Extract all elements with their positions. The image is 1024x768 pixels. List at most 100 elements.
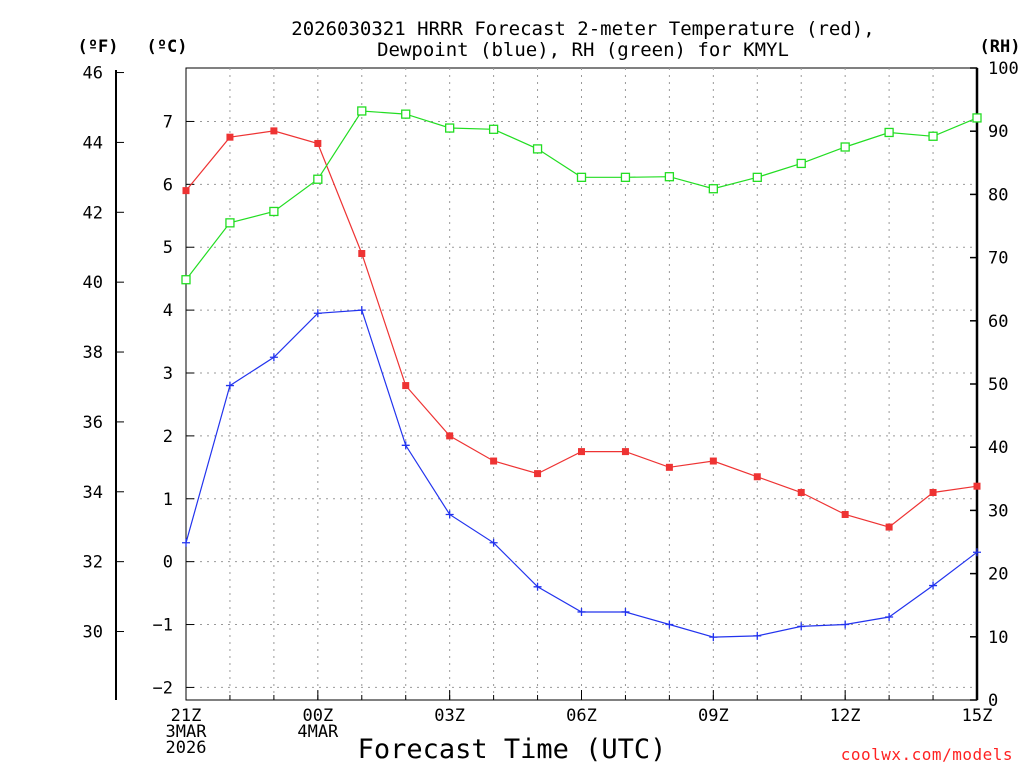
rh-point: [972, 113, 982, 123]
dewpoint-point: [489, 538, 498, 547]
dewpoint-point: [313, 309, 322, 318]
x-tick-label: 2026: [166, 738, 207, 758]
fahrenheit-tick-label: 44: [83, 133, 103, 153]
rh-point: [796, 158, 806, 169]
fahrenheit-tick-label: 38: [83, 343, 103, 363]
temperature-point: [490, 457, 498, 465]
x-tick-label: 12Z: [830, 706, 861, 726]
dewpoint-point: [225, 381, 234, 390]
rh-tick-label: 0: [988, 691, 998, 711]
x-tick-label: 06Z: [566, 706, 597, 726]
rh-tick-label: 10: [988, 628, 1008, 648]
rh-tick-label: 100: [988, 59, 1019, 79]
rh-point: [401, 109, 411, 119]
temperature-point: [534, 470, 542, 478]
dewpoint-point: [753, 631, 762, 640]
temperature-point: [314, 139, 322, 147]
grid: [186, 68, 977, 700]
rh-point: [181, 275, 191, 285]
rh-point: [752, 172, 762, 182]
temperature-point: [446, 432, 454, 440]
x-tick-label: 15Z: [962, 706, 993, 726]
temperature-point: [665, 463, 673, 471]
x-tick-label: 3MAR: [166, 722, 208, 742]
fahrenheit-tick-label: 34: [83, 483, 103, 503]
temperature-point: [578, 448, 585, 456]
rh-point: [664, 172, 675, 182]
temperature-point: [621, 448, 629, 456]
dewpoint-point: [621, 607, 630, 616]
temperature-point: [358, 250, 366, 258]
axes: −2−1012345673032343638404244460102030405…: [83, 59, 1019, 758]
celsius-tick-label: −1: [153, 616, 173, 636]
dewpoint-point: [445, 510, 454, 519]
dewpoint-point: [401, 441, 410, 450]
celsius-tick-label: 6: [163, 175, 173, 195]
temperature-point: [973, 482, 981, 490]
celsius-tick-label: 4: [163, 301, 173, 321]
rh-point: [445, 123, 455, 133]
temperature-point: [929, 488, 937, 496]
temperature-point: [226, 133, 234, 141]
celsius-tick-label: 0: [163, 553, 173, 573]
temperature-point: [402, 382, 410, 390]
rh-tick-label: 20: [988, 565, 1008, 585]
x-tick-label: 03Z: [434, 706, 465, 726]
dewpoint-line: [185, 309, 978, 638]
temperature-point: [182, 187, 190, 195]
temperature-point: [841, 510, 849, 518]
fahrenheit-tick-label: 36: [83, 413, 103, 433]
fahrenheit-unit-label: (ºF): [78, 37, 119, 57]
dewpoint-point: [533, 582, 542, 591]
rh-tick-label: 80: [988, 185, 1008, 205]
celsius-tick-label: 2: [163, 427, 173, 447]
dewpoint-point: [885, 612, 894, 621]
celsius-tick-label: 1: [163, 490, 173, 510]
dewpoint-point: [182, 538, 190, 547]
series: [181, 106, 982, 642]
rh-point: [225, 218, 235, 228]
rh-point: [313, 174, 323, 184]
rh-point: [488, 124, 499, 134]
fahrenheit-tick-label: 32: [83, 553, 103, 573]
rh-unit-label: (RH): [980, 37, 1021, 57]
chart-title-line2: Dewpoint (blue), RH (green) for KMYL: [377, 39, 789, 61]
fahrenheit-tick-label: 42: [83, 203, 103, 223]
fahrenheit-tick-label: 30: [83, 623, 103, 643]
x-tick-label: 00Z: [302, 706, 333, 726]
rh-tick-label: 50: [988, 375, 1008, 395]
temperature-point: [709, 457, 717, 465]
celsius-tick-label: 7: [163, 112, 173, 132]
rh-tick-label: 70: [988, 249, 1008, 269]
celsius-unit-label: (ºC): [147, 37, 188, 57]
dewpoint-point: [973, 548, 981, 557]
x-tick-label: 21Z: [171, 706, 202, 726]
rh-point: [928, 131, 938, 141]
dewpoint-point: [841, 620, 850, 629]
x-tick-label: 09Z: [698, 706, 729, 726]
dewpoint-point: [709, 633, 718, 642]
x-axis-label: Forecast Time (UTC): [358, 734, 667, 765]
rh-point: [708, 184, 718, 194]
celsius-tick-label: −2: [153, 678, 173, 698]
temperature-point: [797, 488, 805, 496]
rh-tick-label: 40: [988, 438, 1008, 458]
fahrenheit-tick-label: 40: [83, 273, 103, 293]
fahrenheit-tick-label: 46: [83, 64, 103, 84]
rh-point: [840, 142, 850, 152]
credit-text: coolwx.com/models: [841, 745, 1013, 764]
rh-point: [576, 172, 587, 182]
rh-tick-label: 30: [988, 501, 1008, 521]
dewpoint-point: [797, 622, 806, 631]
rh-point: [357, 106, 367, 116]
dewpoint-point: [269, 353, 278, 362]
rh-point: [884, 127, 894, 138]
celsius-tick-label: 3: [163, 364, 173, 384]
chart-title-line1: 2026030321 HRRR Forecast 2-meter Tempera…: [291, 18, 874, 40]
temperature-point: [753, 473, 761, 481]
temperature-point: [270, 127, 278, 135]
dewpoint-point: [665, 620, 674, 629]
rh-point: [620, 172, 631, 182]
rh-point: [269, 206, 279, 217]
